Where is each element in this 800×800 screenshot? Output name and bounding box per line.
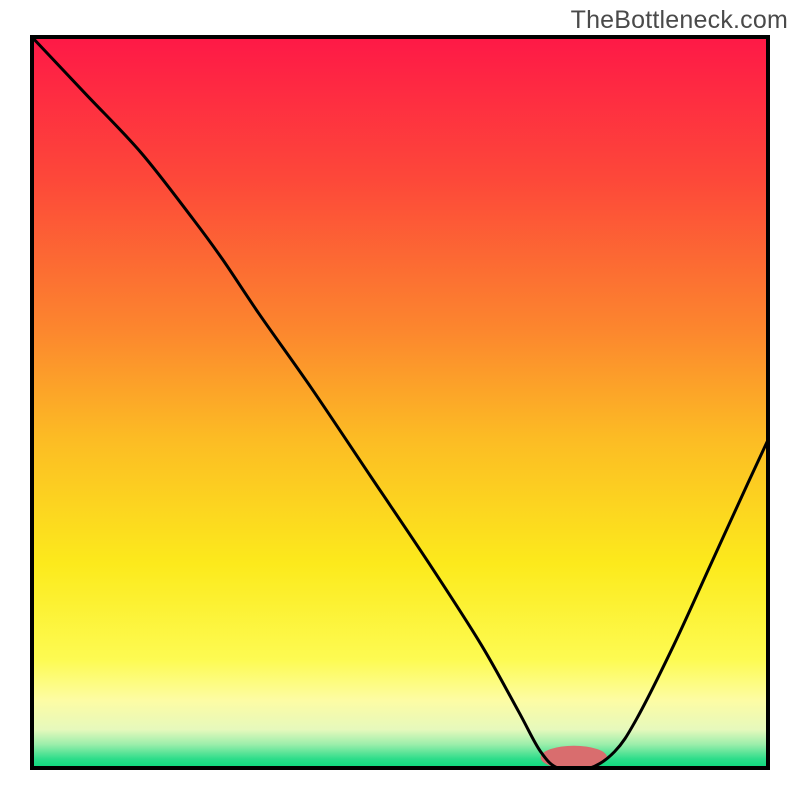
watermark-text: TheBottleneck.com: [571, 6, 788, 35]
plot-area: [30, 35, 770, 770]
bottleneck-curve: [30, 35, 770, 770]
axes-frame: [32, 37, 768, 768]
plot-svg: [30, 35, 770, 770]
chart-container: TheBottleneck.com: [0, 0, 800, 800]
